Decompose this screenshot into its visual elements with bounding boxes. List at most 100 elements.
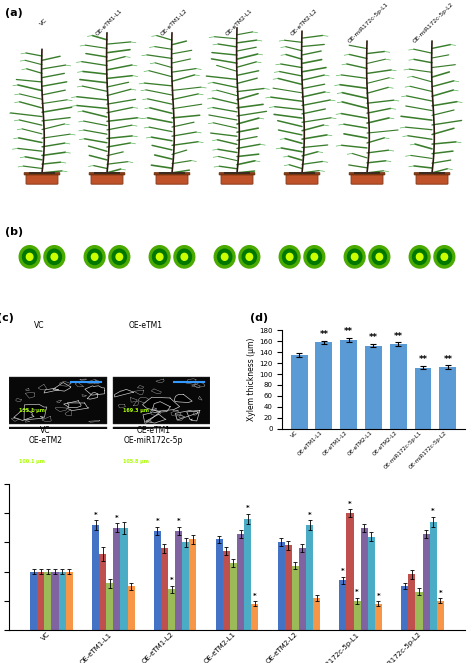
Circle shape [174, 246, 195, 268]
Text: OE-eTM2-L2: OE-eTM2-L2 [289, 8, 318, 37]
Text: *: * [348, 501, 352, 507]
Bar [368, 536, 375, 630]
Bar [415, 367, 431, 429]
Polygon shape [115, 435, 146, 448]
Polygon shape [44, 388, 58, 393]
Bar [216, 540, 223, 630]
Bar [361, 528, 368, 630]
Text: OE-eTM1-L2: OE-eTM1-L2 [159, 8, 188, 37]
Polygon shape [152, 402, 170, 412]
Bar [284, 545, 292, 630]
FancyBboxPatch shape [416, 174, 448, 184]
Polygon shape [11, 442, 40, 459]
Text: 100.1 μm: 100.1 μm [19, 459, 46, 464]
Circle shape [351, 253, 358, 261]
Polygon shape [171, 466, 176, 468]
Circle shape [239, 246, 260, 268]
Polygon shape [21, 439, 27, 441]
Polygon shape [175, 463, 181, 466]
Polygon shape [191, 464, 196, 467]
Circle shape [283, 249, 297, 265]
Circle shape [156, 253, 163, 261]
Bar [390, 344, 407, 429]
Circle shape [44, 246, 65, 268]
Polygon shape [193, 438, 201, 443]
Polygon shape [24, 404, 47, 420]
Polygon shape [87, 455, 96, 459]
Polygon shape [64, 465, 74, 469]
Polygon shape [35, 436, 41, 438]
Bar [37, 572, 45, 630]
Polygon shape [37, 452, 47, 457]
Bar [237, 534, 244, 630]
Bar [375, 603, 382, 630]
Polygon shape [92, 381, 96, 384]
Text: 135.1 μm: 135.1 μm [19, 408, 46, 414]
Bar [120, 528, 128, 630]
Polygon shape [178, 430, 188, 437]
Polygon shape [193, 410, 199, 415]
FancyBboxPatch shape [224, 172, 250, 174]
Polygon shape [61, 438, 88, 450]
Polygon shape [88, 453, 98, 458]
FancyBboxPatch shape [159, 172, 185, 174]
Polygon shape [61, 440, 69, 442]
Text: (a): (a) [5, 8, 23, 19]
FancyBboxPatch shape [219, 172, 255, 175]
Text: OE-miR172c-5p: OE-miR172c-5p [124, 436, 183, 446]
Text: OE-eTM2: OE-eTM2 [28, 436, 63, 446]
Bar [408, 574, 415, 630]
Polygon shape [25, 392, 35, 398]
FancyBboxPatch shape [289, 172, 315, 174]
Polygon shape [59, 443, 77, 453]
Polygon shape [191, 384, 200, 387]
Circle shape [109, 246, 130, 268]
Polygon shape [82, 394, 86, 396]
FancyBboxPatch shape [284, 172, 320, 175]
Text: *: * [341, 568, 345, 574]
Circle shape [88, 249, 102, 265]
Bar [175, 531, 182, 630]
Circle shape [27, 253, 33, 261]
Polygon shape [137, 385, 144, 389]
Bar [230, 563, 237, 630]
Bar [316, 342, 332, 429]
Polygon shape [146, 414, 166, 423]
Text: VC: VC [34, 322, 45, 330]
Text: *: * [155, 518, 159, 524]
Polygon shape [158, 446, 164, 450]
Polygon shape [71, 452, 82, 455]
Polygon shape [64, 400, 81, 408]
FancyBboxPatch shape [156, 174, 188, 184]
Polygon shape [183, 439, 208, 457]
FancyBboxPatch shape [351, 174, 383, 184]
Text: *: * [438, 590, 442, 596]
Polygon shape [177, 457, 181, 459]
Circle shape [112, 249, 127, 265]
Text: VC: VC [39, 18, 48, 27]
FancyBboxPatch shape [419, 172, 446, 174]
Circle shape [304, 246, 325, 268]
Polygon shape [155, 429, 163, 434]
Bar [168, 589, 175, 630]
Polygon shape [51, 438, 73, 446]
Polygon shape [26, 389, 29, 391]
Circle shape [286, 253, 293, 261]
Polygon shape [92, 381, 100, 384]
FancyBboxPatch shape [221, 174, 253, 184]
Text: *: * [308, 512, 311, 518]
Bar [340, 340, 357, 429]
Circle shape [311, 253, 318, 261]
Polygon shape [132, 440, 164, 457]
Circle shape [347, 249, 362, 265]
Polygon shape [156, 379, 164, 383]
Circle shape [149, 246, 170, 268]
Text: **: ** [344, 328, 353, 336]
Polygon shape [16, 463, 32, 472]
Polygon shape [38, 385, 47, 390]
Polygon shape [195, 457, 208, 458]
Polygon shape [143, 412, 160, 423]
Text: 105.8 μm: 105.8 μm [123, 459, 148, 464]
Circle shape [437, 249, 452, 265]
Bar [106, 583, 113, 630]
